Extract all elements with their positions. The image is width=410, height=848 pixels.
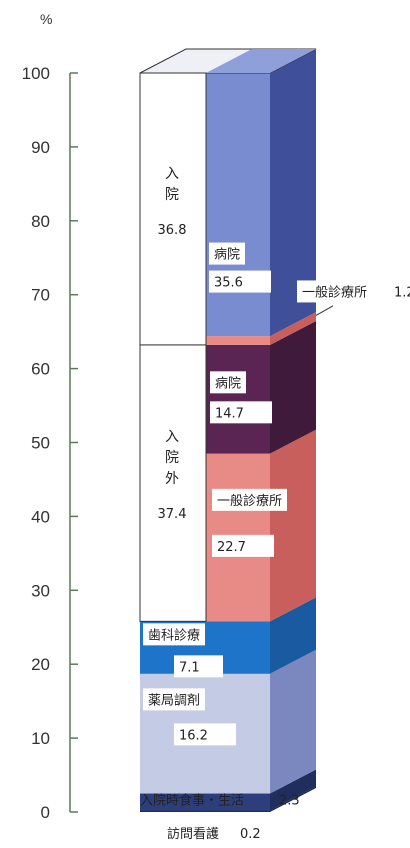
group-value: 37.4 — [158, 507, 187, 522]
segment-side — [270, 597, 316, 674]
y-tick-label: 20 — [31, 655, 50, 674]
value-pharmacy-bg — [174, 723, 236, 746]
y-tick-label: 80 — [31, 212, 50, 231]
group-box-outpatient — [139, 344, 207, 622]
y-tick-label: 100 — [22, 64, 50, 83]
callout-line — [315, 305, 334, 316]
bar-segment — [140, 769, 316, 811]
group-label-char: 入 — [165, 166, 179, 182]
label-dental-bg — [143, 623, 205, 646]
segment-side — [270, 649, 316, 794]
label-hospital-out: 病院 — [215, 376, 241, 391]
label-hospital-in-bg — [209, 242, 245, 265]
value-pharmacy: 16.2 — [179, 728, 208, 743]
value-hospital-in: 35.6 — [214, 276, 243, 291]
group-label-char: 院 — [165, 450, 179, 466]
y-tick-label: 60 — [31, 360, 50, 379]
value-dental: 7.1 — [179, 660, 200, 675]
y-tick-label: 90 — [31, 138, 50, 157]
segment-side — [270, 312, 316, 345]
segment-labels: 入院36.8入院外37.4病院35.6一般診療所1.2病院14.7一般診療所22… — [140, 166, 410, 842]
label-clinic-out-bg — [212, 488, 287, 511]
group-label-char: 外 — [165, 471, 179, 487]
value-dental-bg — [174, 655, 223, 678]
bar-segment — [140, 786, 316, 812]
group-label-char: 入 — [165, 429, 179, 445]
segment-side — [270, 429, 316, 622]
label-clinic-in-bg — [297, 280, 372, 303]
label-visit-nursing: 訪問看護 — [167, 826, 219, 842]
value-visit-nursing: 0.2 — [240, 827, 261, 842]
y-tick-label: 10 — [31, 729, 50, 748]
segment-front — [140, 793, 270, 811]
label-clinic-in: 一般診療所 — [302, 284, 367, 300]
y-tick-label: 0 — [41, 803, 50, 822]
value-hospital-in-bg — [209, 270, 271, 293]
y-axis: % 0 10 20 30 40 50 60 70 80 90 100 — [22, 11, 78, 822]
group-value: 36.8 — [158, 223, 187, 238]
label-pharmacy-bg — [143, 688, 205, 711]
segment-side — [270, 786, 316, 812]
y-axis-unit: % — [40, 11, 52, 27]
value-clinic-out: 22.7 — [217, 540, 246, 555]
label-hospital-out-bg — [210, 371, 246, 394]
group-box-inpatient — [139, 72, 207, 346]
value-meal: 2.3 — [279, 794, 300, 809]
label-hospital-in: 病院 — [214, 248, 240, 263]
column-top-right — [206, 49, 316, 73]
y-tick-label: 40 — [31, 507, 50, 526]
label-pharmacy: 薬局調剤 — [148, 692, 200, 708]
segment-side — [270, 769, 316, 811]
value-clinic-in: 1.2 — [394, 285, 410, 300]
y-tick-label: 30 — [31, 581, 50, 600]
segment-front — [140, 810, 270, 812]
segment-side — [270, 320, 316, 454]
label-clinic-out: 一般診療所 — [217, 493, 282, 509]
value-hospital-out: 14.7 — [215, 406, 244, 421]
y-tick-label: 70 — [31, 286, 50, 305]
group-label-char: 院 — [165, 187, 179, 203]
segment-side — [270, 49, 316, 337]
label-meal: 入院時食事・生活 — [140, 793, 244, 809]
value-clinic-out-bg — [212, 534, 274, 557]
value-hospital-out-bg — [210, 401, 272, 424]
label-dental: 歯科診療 — [148, 627, 200, 643]
y-tick-label: 50 — [31, 434, 50, 453]
